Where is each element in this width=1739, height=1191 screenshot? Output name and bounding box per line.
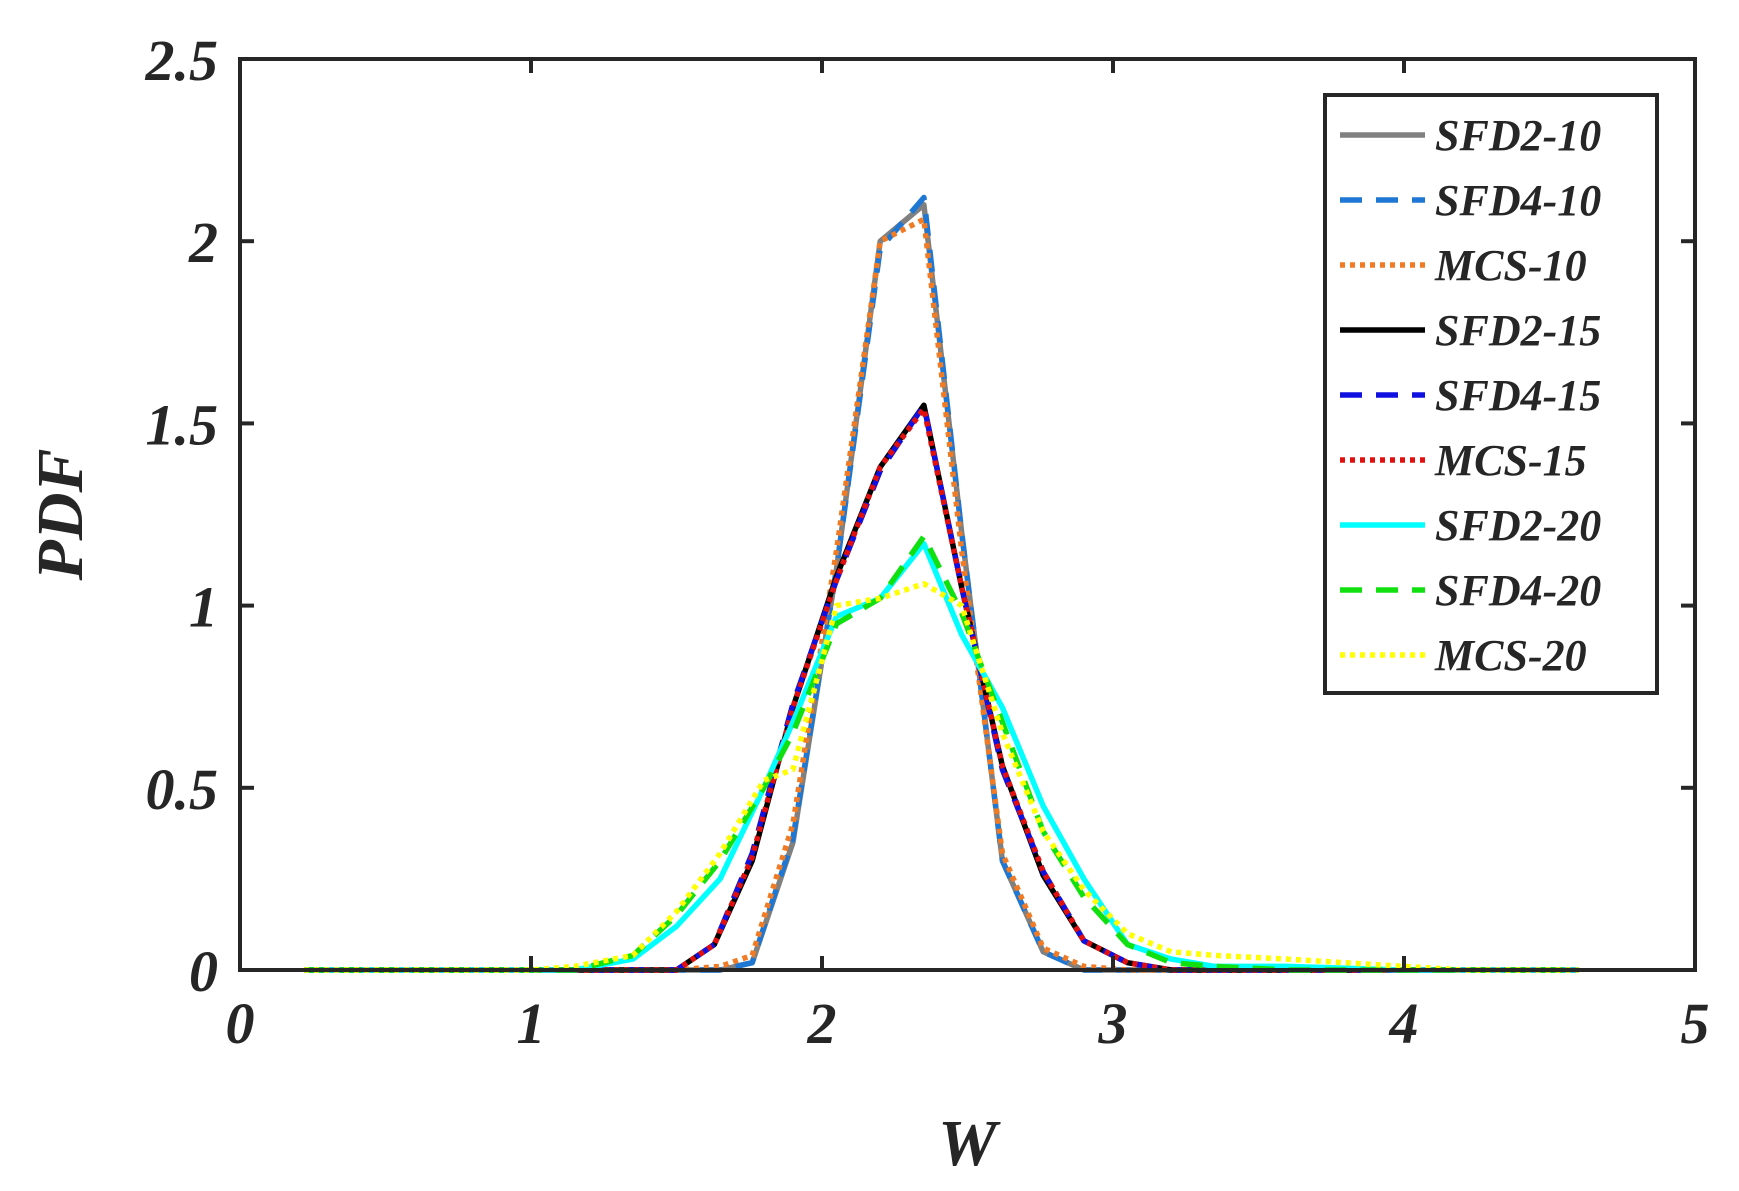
legend: SFD2-10 SFD4-10 MCS-10 SFD2-15 SFD4-15 MCS-15… <box>1323 93 1659 695</box>
y-tick-label: 2 <box>188 210 218 275</box>
legend-label: SFD4-20 <box>1435 566 1601 615</box>
legend-label: MCS-10 <box>1434 241 1587 290</box>
tick-layer: 0 1 2 3 4 5 0 0.5 1 1.5 2 2.5 <box>145 28 1710 1056</box>
x-tick-label: 5 <box>1681 991 1710 1056</box>
x-tick-label: 1 <box>517 991 546 1056</box>
legend-label: SFD4-10 <box>1435 176 1601 225</box>
series-line-8 <box>304 533 1579 973</box>
legend-label: SFD4-15 <box>1435 371 1601 420</box>
series-line-6 <box>304 406 1579 973</box>
legend-label: SFD2-20 <box>1435 501 1601 550</box>
legend-label: SFD2-10 <box>1435 111 1601 160</box>
legend-label: MCS-15 <box>1434 436 1587 485</box>
series-line-9 <box>304 580 1579 973</box>
x-tick-label: 4 <box>1389 991 1419 1056</box>
legend-label: MCS-20 <box>1434 631 1587 680</box>
x-tick-label: 3 <box>1098 991 1128 1056</box>
y-tick-label: 0.5 <box>146 757 219 822</box>
y-tick-label: 2.5 <box>145 28 219 93</box>
x-tick-label: 2 <box>807 991 837 1056</box>
legend-label: SFD2-15 <box>1435 306 1601 355</box>
y-tick-label: 1 <box>189 575 218 640</box>
y-tick-label: 1.5 <box>146 392 219 457</box>
x-tick-label: 0 <box>226 991 255 1056</box>
y-axis-label: PDF <box>24 449 97 582</box>
x-axis-label: W <box>938 1107 1001 1180</box>
y-tick-label: 0 <box>189 939 218 1004</box>
plot-frame <box>238 57 1697 972</box>
series-line-7 <box>304 540 1579 973</box>
